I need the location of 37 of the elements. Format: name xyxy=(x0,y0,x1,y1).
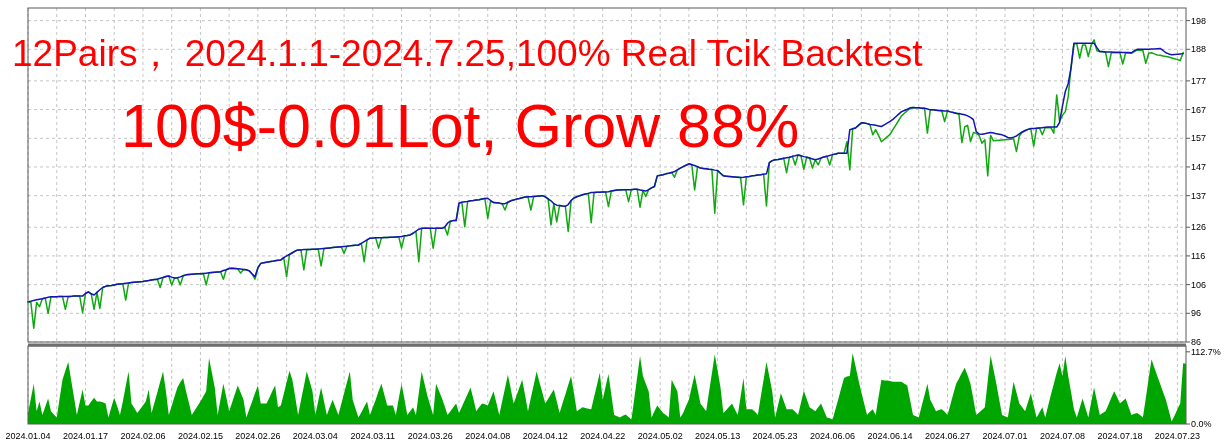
y-tick-label: 0.0% xyxy=(1191,419,1212,429)
x-tick-label: 2024.01.17 xyxy=(62,431,108,441)
x-tick-label: 2024.06.14 xyxy=(867,431,913,441)
y-tick-label: 96 xyxy=(1191,308,1202,319)
text: 100$-0.01Lot, Grow 88% xyxy=(121,92,800,160)
x-tick-label: 2024.04.12 xyxy=(522,431,568,441)
x-tick-label: 2024.05.23 xyxy=(752,431,798,441)
x-tick-label: 2024.05.02 xyxy=(637,431,683,441)
x-tick-label: 2024.07.01 xyxy=(982,431,1028,441)
x-tick-label: 2024.06.06 xyxy=(810,431,856,441)
y-tick-label: 116 xyxy=(1191,250,1206,261)
y-tick-label: 137 xyxy=(1191,190,1207,201)
x-tick-label: 2024.03.11 xyxy=(350,431,396,441)
y-tick-label: 167 xyxy=(1191,104,1207,115)
x-tick-label: 2024.05.13 xyxy=(695,431,741,441)
y-tick-label: 147 xyxy=(1191,161,1207,172)
x-tick-label: 2024.02.15 xyxy=(177,431,223,441)
x-tick-label: 2024.06.27 xyxy=(924,431,971,441)
y-tick-label: 126 xyxy=(1191,222,1207,233)
x-tick-label: 2024.01.04 xyxy=(5,431,51,441)
y-tick-label: 86 xyxy=(1191,337,1202,347)
y-tick-label: 157 xyxy=(1191,133,1207,144)
x-tick-label: 2024.07.08 xyxy=(1039,431,1085,441)
y-tick-label: 106 xyxy=(1191,279,1207,290)
y-tick-label: 198 xyxy=(1191,15,1207,26)
x-tick-label: 2024.03.26 xyxy=(407,431,453,441)
x-tick-label: 2024.07.18 xyxy=(1097,431,1143,441)
x-tick-label: 2024.07.23 xyxy=(1154,431,1200,441)
y-tick-label: 112.7% xyxy=(1191,346,1221,357)
x-tick-label: 2024.02.06 xyxy=(120,431,166,441)
x-tick-label: 2024.02.26 xyxy=(235,431,281,441)
y-tick-label: 177 xyxy=(1191,75,1207,86)
text: 12Pairs， 2024.1.1-2024.7.25,100% Real Tcik Backtest xyxy=(12,33,924,74)
y-tick-label: 188 xyxy=(1191,44,1207,55)
x-tick-label: 2024.04.22 xyxy=(580,431,626,441)
x-tick-label: 2024.04.08 xyxy=(465,431,511,441)
x-tick-label: 2024.03.04 xyxy=(292,431,338,441)
